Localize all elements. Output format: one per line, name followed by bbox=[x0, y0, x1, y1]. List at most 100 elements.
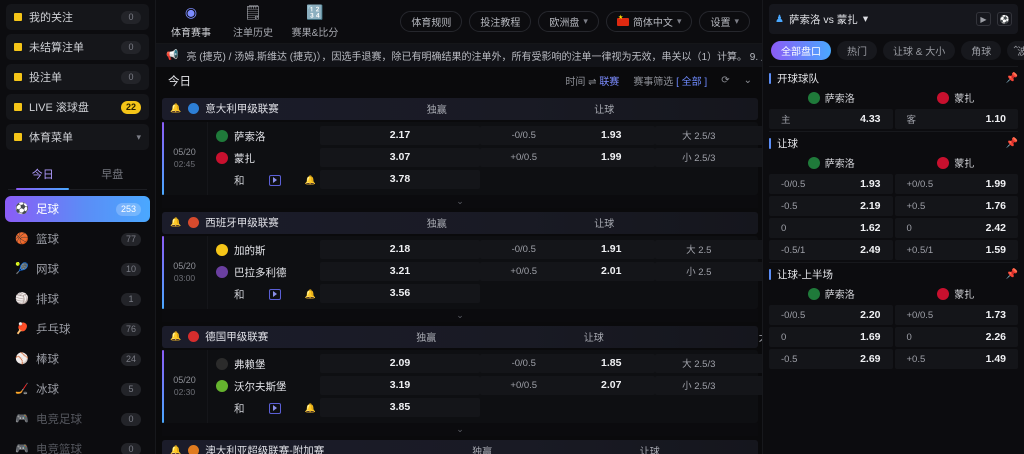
right-tab-热门[interactable]: 热门 bbox=[837, 41, 877, 60]
market-title-row[interactable]: 让球 📌 bbox=[769, 131, 1018, 152]
match-stats-button[interactable]: ⚽ bbox=[997, 12, 1012, 26]
right-tab-让球 & 大小[interactable]: 让球 & 大小 bbox=[883, 41, 956, 60]
odds-cell-handicap-0[interactable]: -0/0.5 1.91 bbox=[480, 239, 655, 259]
odds-cell-1x2-2[interactable]: 3.56 bbox=[320, 283, 480, 303]
sidebar-item-棒球[interactable]: ⚾ 棒球 24 bbox=[5, 346, 150, 372]
sidebar-item-电竞足球[interactable]: 🎮 电竞足球 0 bbox=[5, 406, 150, 432]
video-stream-button[interactable]: ▶ bbox=[976, 12, 991, 26]
top-action-简体中文[interactable]: 简体中文▾ bbox=[605, 11, 693, 33]
odds-cell-1x2-0[interactable]: 2.09 bbox=[320, 353, 480, 373]
live-stream-button[interactable] bbox=[268, 402, 281, 414]
away-team[interactable]: 巴拉多利德 bbox=[216, 263, 320, 282]
odds-cell-right-0[interactable]: +0/0.5 1.73 bbox=[894, 305, 1018, 325]
chevron-down-icon[interactable]: ▾ bbox=[734, 16, 739, 27]
market-title-row[interactable]: 让球-上半场 📌 bbox=[769, 262, 1018, 283]
odds-cell-right-2[interactable]: 0 2.42 bbox=[894, 218, 1018, 238]
odds-cell-right-2[interactable]: +0.5 1.49 bbox=[894, 349, 1018, 369]
chevron-down-icon[interactable]: ▾ bbox=[136, 131, 141, 142]
home-team[interactable]: 萨索洛 bbox=[216, 127, 320, 146]
refresh-icon[interactable]: ⟳ bbox=[721, 75, 730, 87]
sidebar-tab-早盘[interactable]: 早盘 bbox=[101, 169, 124, 181]
sidebar-item-足球[interactable]: ⚽ 足球 253 bbox=[5, 196, 150, 222]
league-header-1[interactable]: 🔔西班牙甲级联赛独赢让球大小 bbox=[162, 211, 758, 234]
market-title-row[interactable]: 开球球队 📌 bbox=[769, 66, 1018, 87]
sidebar-item-排球[interactable]: 🏐 排球 1 bbox=[5, 286, 150, 312]
pin-icon[interactable]: 📌 bbox=[1005, 268, 1018, 280]
quick-link-4[interactable]: 体育菜单 ▾ bbox=[6, 124, 149, 150]
bell-icon[interactable]: 🔔 bbox=[304, 174, 316, 185]
expand-markets-toggle[interactable]: ⌄ bbox=[162, 308, 758, 322]
nav-item-体育赛事[interactable]: ◉ 体育赛事 bbox=[160, 4, 222, 39]
league-header-0[interactable]: 🔔意大利甲级联赛独赢让球大小 bbox=[162, 97, 758, 120]
quick-link-0[interactable]: 我的关注 0 bbox=[6, 4, 149, 30]
odds-cell-1x2-2[interactable]: 3.78 bbox=[320, 169, 480, 189]
sidebar-item-乒乓球[interactable]: 🏓 乒乓球 76 bbox=[5, 316, 150, 342]
odds-cell-right-1[interactable]: +0.5 1.76 bbox=[894, 196, 1018, 216]
quick-link-2[interactable]: 投注单 0 bbox=[6, 64, 149, 90]
bell-icon[interactable]: 🔔 bbox=[170, 103, 182, 114]
away-team[interactable]: 蒙扎 bbox=[216, 149, 320, 168]
odds-cell-left-2[interactable]: 0 1.62 bbox=[769, 218, 893, 238]
odds-cell-handicap-1[interactable]: +0/0.5 1.99 bbox=[480, 147, 655, 167]
right-panel-header[interactable]: ♟ 萨索洛 vs 蒙扎 ▾ ▶ ⚽ bbox=[769, 4, 1018, 34]
sidebar-tab-今日[interactable]: 今日 bbox=[8, 160, 78, 190]
nav-item-赛果&比分[interactable]: 🔢 赛果&比分 bbox=[284, 4, 346, 39]
chevron-double-down-icon[interactable]: ⌄ bbox=[743, 75, 752, 87]
chevron-down-icon[interactable]: ▾ bbox=[862, 13, 869, 25]
bell-icon[interactable]: 🔔 bbox=[170, 217, 182, 228]
odds-cell-1x2-1[interactable]: 3.19 bbox=[320, 375, 480, 395]
pin-icon[interactable]: 📌 bbox=[1005, 72, 1018, 84]
live-stream-button[interactable] bbox=[268, 174, 281, 186]
right-tab-全部盘口[interactable]: 全部盘口 bbox=[771, 41, 831, 60]
chevron-up-icon[interactable]: ⌃ bbox=[1011, 45, 1020, 56]
quick-link-3[interactable]: LIVE 滚球盘 22 bbox=[6, 94, 149, 120]
bell-icon[interactable]: 🔔 bbox=[170, 445, 182, 454]
chevron-down-icon[interactable]: ▾ bbox=[676, 16, 682, 27]
odds-cell-1x2-1[interactable]: 3.07 bbox=[320, 147, 480, 167]
top-action-体育规则[interactable]: 体育规则 bbox=[400, 11, 463, 33]
odds-cell-right-0[interactable]: +0/0.5 1.99 bbox=[894, 174, 1018, 194]
odds-cell-left-1[interactable]: 0 1.69 bbox=[769, 327, 893, 347]
odds-cell-right-1[interactable]: 0 2.26 bbox=[894, 327, 1018, 347]
odds-cell-right-3[interactable]: +0.5/1 1.59 bbox=[894, 240, 1018, 260]
away-team[interactable]: 沃尔夫斯堡 bbox=[216, 377, 320, 396]
odds-cell-1x2-1[interactable]: 3.21 bbox=[320, 261, 480, 281]
bell-icon[interactable]: 🔔 bbox=[304, 288, 316, 299]
sidebar-item-篮球[interactable]: 🏀 篮球 77 bbox=[5, 226, 150, 252]
home-team[interactable]: 弗赖堡 bbox=[216, 355, 320, 374]
right-tab-角球[interactable]: 角球 bbox=[961, 41, 1002, 60]
sidebar-item-网球[interactable]: 🎾 网球 10 bbox=[5, 256, 150, 282]
odds-cell-handicap-0[interactable]: -0/0.5 1.85 bbox=[480, 353, 655, 373]
odds-cell-left-2[interactable]: -0.5 2.69 bbox=[769, 349, 893, 369]
league-header-3[interactable]: 🔔澳大利亚超级联赛-附加赛独赢让球大小 bbox=[162, 439, 758, 454]
sidebar-item-冰球[interactable]: 🏒 冰球 5 bbox=[5, 376, 150, 402]
expand-markets-toggle[interactable]: ⌄ bbox=[162, 422, 758, 436]
odds-cell-left-0[interactable]: -0/0.5 2.20 bbox=[769, 305, 893, 325]
odds-cell-left-0[interactable]: 主 4.33 bbox=[769, 109, 893, 129]
expand-markets-toggle[interactable]: ⌄ bbox=[162, 194, 758, 208]
odds-cell-left-0[interactable]: -0/0.5 1.93 bbox=[769, 174, 893, 194]
odds-cell-total-0[interactable]: 大 2.5/3 1.95 bbox=[655, 125, 762, 145]
odds-cell-total-1[interactable]: 小 2.5/3 1.95 bbox=[655, 147, 762, 167]
quick-link-1[interactable]: 未结算注单 0 bbox=[6, 34, 149, 60]
odds-cell-handicap-0[interactable]: -0/0.5 1.93 bbox=[480, 125, 655, 145]
bell-icon[interactable]: 🔔 bbox=[170, 331, 182, 342]
odds-cell-total-0[interactable]: 大 2.5 2.03 bbox=[655, 239, 762, 259]
top-action-投注教程[interactable]: 投注教程 bbox=[469, 11, 532, 33]
match-filter[interactable]: 赛事筛选 [ 全部 ] bbox=[633, 77, 708, 89]
odds-cell-total-1[interactable]: 小 2.5 1.87 bbox=[655, 261, 762, 281]
pin-icon[interactable]: 📌 bbox=[1005, 137, 1018, 149]
odds-cell-total-0[interactable]: 大 2.5/3 1.87 bbox=[655, 353, 762, 373]
odds-cell-left-1[interactable]: -0.5 2.19 bbox=[769, 196, 893, 216]
odds-cell-1x2-0[interactable]: 2.18 bbox=[320, 239, 480, 259]
odds-cell-left-3[interactable]: -0.5/1 2.49 bbox=[769, 240, 893, 260]
home-team[interactable]: 加的斯 bbox=[216, 241, 320, 260]
sidebar-item-电竞篮球[interactable]: 🎮 电竞篮球 0 bbox=[5, 436, 150, 454]
league-header-2[interactable]: 🔔 德国甲级联赛 独赢 让球 大小 bbox=[162, 325, 762, 348]
chevron-down-icon[interactable]: ▾ bbox=[583, 16, 588, 27]
odds-cell-total-1[interactable]: 小 2.5/3 2.03 bbox=[655, 375, 762, 395]
top-action-欧洲盘[interactable]: 欧洲盘 ▾ bbox=[538, 11, 599, 33]
odds-cell-handicap-1[interactable]: +0/0.5 2.07 bbox=[480, 375, 655, 395]
top-action-设置[interactable]: 设置 ▾ bbox=[699, 11, 750, 33]
bell-icon[interactable]: 🔔 bbox=[304, 402, 316, 413]
